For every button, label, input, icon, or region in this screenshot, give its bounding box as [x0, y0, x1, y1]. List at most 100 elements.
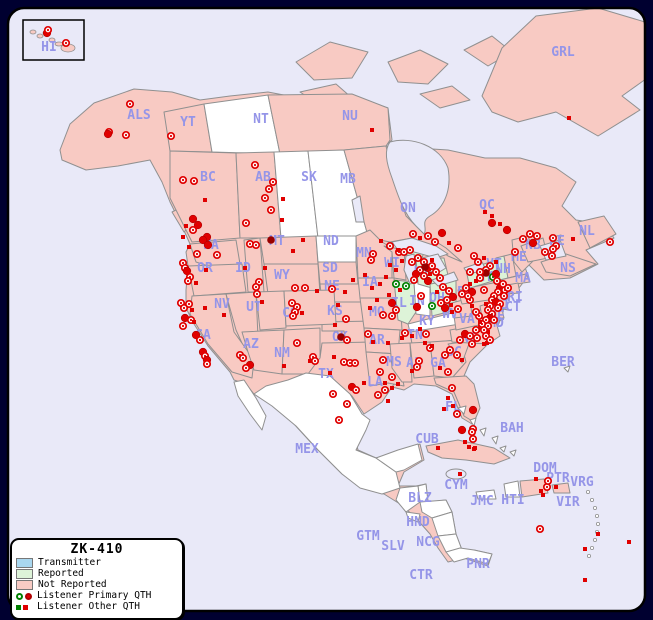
region-label-NT: NT	[253, 112, 269, 127]
listener-other-marker	[534, 477, 538, 481]
listener-other-qth-icon	[16, 604, 32, 610]
listener-other-marker	[418, 327, 422, 331]
listener-other-marker	[490, 214, 494, 218]
listener-other-marker	[336, 303, 340, 307]
listener-other-marker	[394, 268, 398, 272]
listener-markers	[42, 25, 631, 582]
region-label-GRL: GRL	[551, 45, 575, 60]
region-label-VIR: VIR	[556, 495, 580, 510]
transmitter-swatch	[16, 558, 33, 568]
listener-other-marker	[571, 237, 575, 241]
listener-other-marker	[428, 272, 432, 276]
region-label-IA: IA	[362, 275, 378, 290]
listener-primary-dark-marker	[267, 236, 275, 244]
listener-other-marker	[332, 355, 336, 359]
region-label-DOM: DOM	[533, 461, 557, 476]
listener-other-marker	[567, 116, 571, 120]
region-label-NV: NV	[214, 297, 230, 312]
listener-primary-cluster-marker	[440, 303, 450, 313]
listener-other-marker	[486, 330, 490, 334]
listener-other-marker	[583, 547, 587, 551]
listener-other-marker	[398, 288, 402, 292]
listener-other-marker	[378, 282, 382, 286]
listener-other-marker	[396, 382, 400, 386]
region-label-MB: MB	[340, 172, 356, 187]
listener-primary-cluster-marker	[437, 228, 447, 238]
region-label-BAH: BAH	[500, 421, 523, 436]
listener-other-marker	[446, 396, 450, 400]
listener-other-marker	[470, 304, 474, 308]
listener-other-marker	[554, 485, 558, 489]
listener-primary-cluster-marker	[468, 405, 478, 415]
listener-primary-dark-marker	[337, 333, 345, 341]
listener-other-marker	[363, 273, 367, 277]
listener-primary-cluster-marker	[457, 425, 467, 435]
listener-other-marker	[435, 290, 439, 294]
region-label-SLV: SLV	[381, 539, 405, 554]
region-label-WY: WY	[274, 268, 290, 283]
region-label-NM: NM	[274, 346, 290, 361]
listener-other-marker	[386, 399, 390, 403]
listener-other-marker	[192, 320, 196, 324]
region-label-BC: BC	[200, 170, 216, 185]
legend-row-listener-other: Listener Other QTH	[16, 602, 178, 612]
listener-primary-cluster-marker	[103, 129, 113, 139]
listener-other-marker	[485, 341, 489, 345]
listener-primary-cluster-marker	[387, 298, 397, 308]
listener-other-marker	[388, 263, 392, 267]
listener-other-marker	[243, 266, 247, 270]
legend-label-listener-other: Listener Other QTH	[37, 601, 140, 612]
region-label-KS: KS	[327, 304, 343, 319]
region-label-CYM: CYM	[444, 478, 468, 493]
region-label-PNR: PNR	[466, 557, 490, 572]
listener-other-marker	[375, 298, 379, 302]
listener-other-marker	[387, 293, 391, 297]
listener-primary-cluster-marker	[198, 235, 208, 245]
listener-other-marker	[301, 238, 305, 242]
region-label-TX: TX	[318, 367, 334, 382]
listener-other-marker	[541, 493, 545, 497]
region-label-KY: KY	[419, 314, 435, 329]
legend-row-reported: Reported	[16, 569, 178, 579]
listener-other-marker	[263, 266, 267, 270]
listener-other-marker	[482, 342, 486, 346]
listener-other-marker	[368, 306, 372, 310]
region-label-RI: RI	[507, 290, 523, 305]
region-label-AZ: AZ	[243, 337, 259, 352]
region-label-GTM: GTM	[356, 529, 380, 544]
listener-other-marker	[282, 364, 286, 368]
listener-other-marker	[472, 447, 476, 451]
listener-primary-cluster-marker	[203, 240, 213, 250]
listener-other-marker	[460, 358, 464, 362]
listener-other-marker	[410, 369, 414, 373]
listener-other-marker	[328, 371, 332, 375]
listener-other-marker	[371, 340, 375, 344]
region-label-MEX: MEX	[295, 442, 319, 457]
listener-primary-cluster-marker	[188, 214, 198, 224]
listener-other-marker	[494, 260, 498, 264]
region-label-HND: HND	[406, 515, 430, 530]
listener-other-marker	[260, 300, 264, 304]
island-outlines	[445, 365, 601, 559]
listener-other-marker	[539, 489, 543, 493]
listener-other-marker	[291, 249, 295, 253]
region-label-VA: VA	[459, 312, 475, 327]
listener-other-marker	[315, 289, 319, 293]
region-label-SK: SK	[301, 170, 317, 185]
listener-other-marker	[281, 197, 285, 201]
listener-primary-cluster-marker	[487, 218, 497, 228]
listener-other-marker	[386, 341, 390, 345]
region-label-LA: LA	[367, 375, 383, 390]
listener-other-marker	[308, 359, 312, 363]
listener-other-marker	[190, 308, 194, 312]
region-label-VRG: VRG	[570, 475, 594, 490]
listener-other-marker	[423, 341, 427, 345]
listener-primary-cluster-marker	[423, 276, 433, 286]
listener-other-marker	[442, 407, 446, 411]
listener-other-marker	[447, 241, 451, 245]
legend-row-not-reported: Not Reported	[16, 580, 178, 590]
listener-other-marker	[343, 290, 347, 294]
region-label-ON: ON	[400, 201, 416, 216]
listener-other-marker	[498, 222, 502, 226]
